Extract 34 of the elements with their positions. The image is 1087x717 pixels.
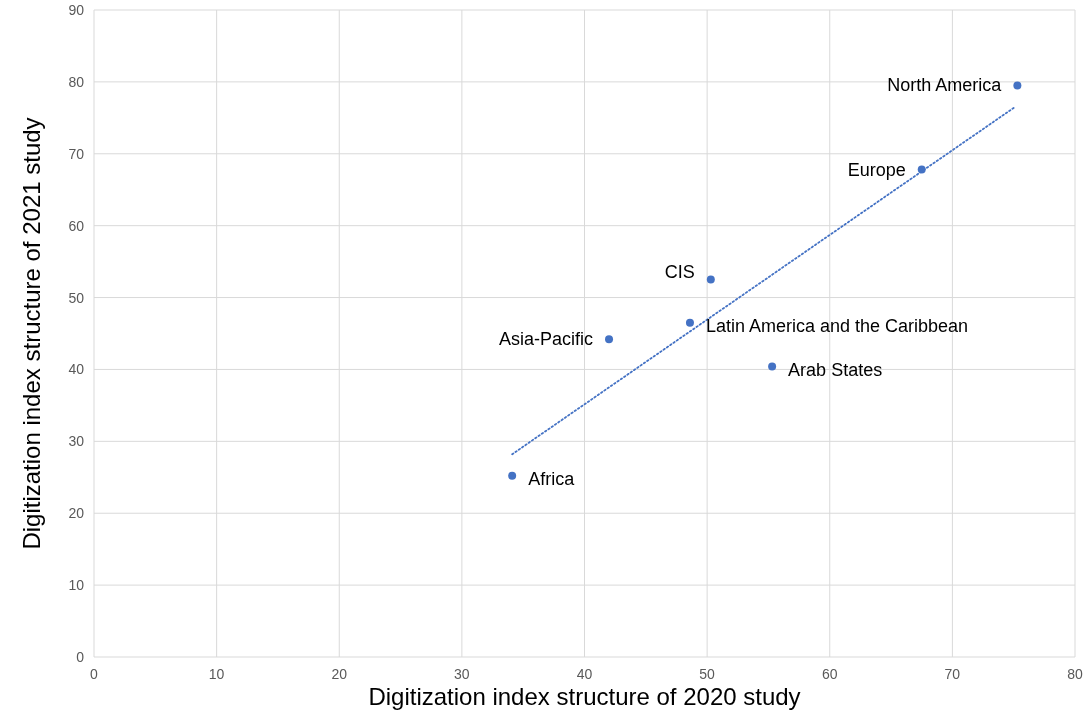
annotation: Asia-Pacific xyxy=(498,329,594,350)
annotation: North America xyxy=(887,75,1003,96)
y-tick-label: 20 xyxy=(68,505,85,522)
x-tick-label: 80 xyxy=(1067,666,1083,682)
x-axis-title: Digitization index structure of 2020 study xyxy=(368,683,801,710)
y-tick-label: 0 xyxy=(76,649,85,665)
y-tick-label: 80 xyxy=(68,73,85,90)
point xyxy=(706,275,715,284)
annotation: Arab States xyxy=(788,359,883,380)
y-tick-label: 10 xyxy=(68,577,85,594)
annotation: Europe xyxy=(847,159,906,180)
y-tick-label: 60 xyxy=(68,217,85,234)
x-tick-label: 20 xyxy=(331,666,348,682)
point xyxy=(768,362,777,371)
y-axis-title: Digitization index structure of 2021 study xyxy=(18,117,45,550)
x-tick-label: 40 xyxy=(576,666,593,682)
y-tick-label: 40 xyxy=(68,361,85,378)
annotation: CIS xyxy=(664,261,695,282)
x-tick-label: 0 xyxy=(90,666,99,682)
y-tick-label: 30 xyxy=(68,433,85,450)
point xyxy=(508,471,517,480)
point xyxy=(1013,81,1022,90)
x-tick-label: 10 xyxy=(208,666,225,682)
annotation: Africa xyxy=(528,468,576,489)
annotation: Latin America and the Caribbean xyxy=(705,315,969,336)
y-tick-label: 50 xyxy=(68,289,85,306)
point xyxy=(605,335,614,344)
x-tick-label: 50 xyxy=(699,666,716,682)
point xyxy=(685,318,694,327)
y-tick-label: 70 xyxy=(68,145,85,162)
y-tick-label: 90 xyxy=(68,2,85,18)
x-tick-label: 70 xyxy=(944,666,961,682)
x-tick-label: 30 xyxy=(454,666,470,682)
x-tick-label: 60 xyxy=(821,666,838,682)
